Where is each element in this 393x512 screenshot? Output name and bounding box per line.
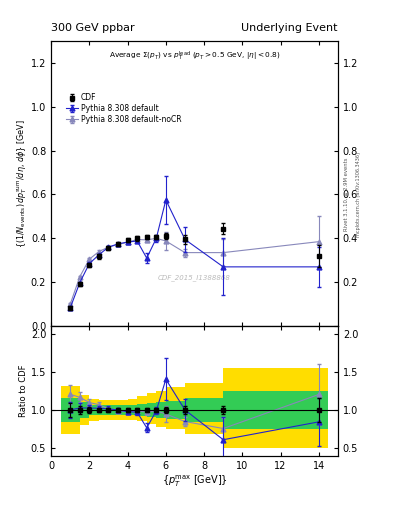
Text: Underlying Event: Underlying Event — [241, 23, 338, 33]
X-axis label: $\{p_T^\mathsf{max}$ [GeV]$\}$: $\{p_T^\mathsf{max}$ [GeV]$\}$ — [162, 473, 228, 489]
Text: CDF_2015_I1388868: CDF_2015_I1388868 — [158, 274, 231, 281]
Text: mcplots.cern.ch [arXiv:1306.3436]: mcplots.cern.ch [arXiv:1306.3436] — [356, 152, 361, 237]
Text: Average $\Sigma(p_T)$ vs $p_T^\mathsf{lead}$ ($p_T > 0.5$ GeV, $|\eta| < 0.8$): Average $\Sigma(p_T)$ vs $p_T^\mathsf{le… — [109, 50, 280, 63]
Y-axis label: $\{(1/N_\mathsf{events})\,dp_T^\mathsf{sum}/d\eta,\,d\phi\}$ [GeV]: $\{(1/N_\mathsf{events})\,dp_T^\mathsf{s… — [16, 119, 29, 248]
Y-axis label: Ratio to CDF: Ratio to CDF — [19, 365, 28, 417]
Text: 300 GeV ppbar: 300 GeV ppbar — [51, 23, 135, 33]
Text: Rivet 3.1.10, ≥ 2.9M events: Rivet 3.1.10, ≥ 2.9M events — [344, 158, 349, 231]
Legend: CDF, Pythia 8.308 default, Pythia 8.308 default-noCR: CDF, Pythia 8.308 default, Pythia 8.308 … — [66, 93, 182, 124]
